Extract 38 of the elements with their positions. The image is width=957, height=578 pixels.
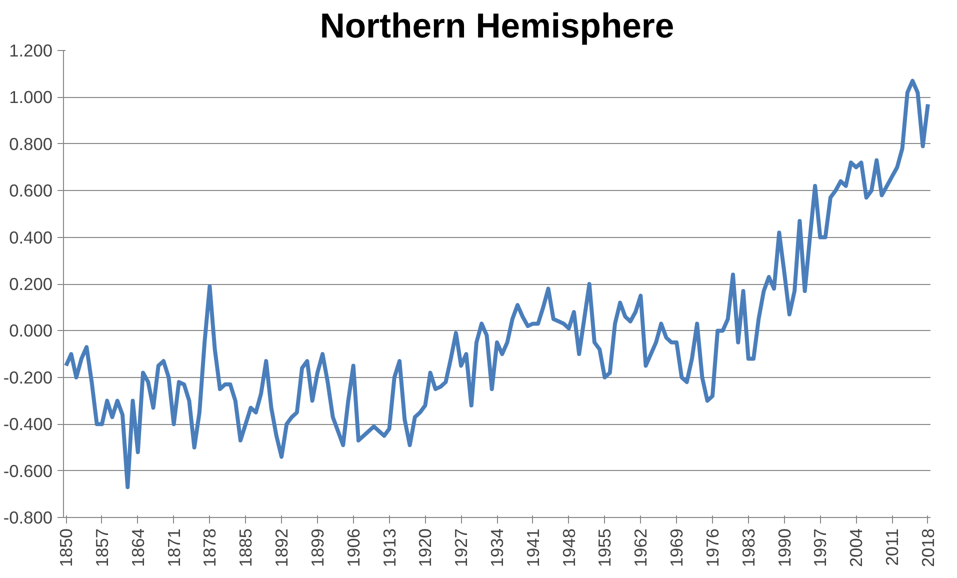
x-tick-label: 1927 bbox=[451, 528, 472, 568]
x-tick-label: 1962 bbox=[630, 528, 651, 568]
x-tick-label: 2018 bbox=[918, 528, 938, 568]
x-tick-label: 1955 bbox=[594, 528, 615, 568]
y-tick-label: 0.200 bbox=[9, 274, 53, 294]
x-tick-label: 2004 bbox=[846, 528, 866, 568]
y-tick-label: -0.400 bbox=[3, 414, 53, 434]
y-tick-label: 0.000 bbox=[9, 320, 53, 341]
x-tick-label: 1948 bbox=[558, 528, 579, 568]
x-tick-label: 1871 bbox=[164, 528, 184, 568]
x-tick-label: 1990 bbox=[774, 528, 794, 568]
x-tick-label: 1983 bbox=[738, 528, 758, 568]
x-tick-label: 1878 bbox=[200, 528, 220, 568]
x-tick-label: 1976 bbox=[702, 528, 722, 568]
y-tick-label: 0.800 bbox=[9, 134, 53, 154]
x-tick-label: 1997 bbox=[810, 528, 830, 568]
line-series bbox=[64, 78, 930, 490]
y-tick-label: 1.000 bbox=[9, 87, 53, 108]
y-tick-label: 1.200 bbox=[9, 40, 53, 60]
x-tick-label: 2011 bbox=[882, 528, 902, 566]
chart-title: Northern Hemisphere bbox=[320, 8, 674, 46]
x-tick-label: 1941 bbox=[522, 528, 543, 568]
x-tick-label: 1857 bbox=[92, 528, 112, 568]
x-tick-label: 1885 bbox=[236, 528, 256, 568]
x-tick-label: 1850 bbox=[56, 528, 76, 568]
x-tick-label: 1892 bbox=[272, 528, 292, 568]
x-tick-label: 1864 bbox=[128, 528, 148, 568]
x-tick-label: 1920 bbox=[415, 528, 436, 568]
x-tick-label: 1969 bbox=[666, 528, 687, 568]
x-tick-label: 1934 bbox=[487, 528, 507, 568]
y-tick-label: -0.600 bbox=[3, 460, 53, 481]
y-tick-label: -0.200 bbox=[3, 367, 53, 388]
y-tick-label: -0.800 bbox=[3, 508, 53, 528]
x-tick-label: 1906 bbox=[343, 528, 364, 568]
y-tick-label: 0.400 bbox=[9, 227, 53, 248]
y-tick-label: 0.600 bbox=[9, 180, 53, 201]
x-tick-label: 1899 bbox=[307, 528, 328, 568]
x-tick-label: 1913 bbox=[379, 528, 400, 568]
